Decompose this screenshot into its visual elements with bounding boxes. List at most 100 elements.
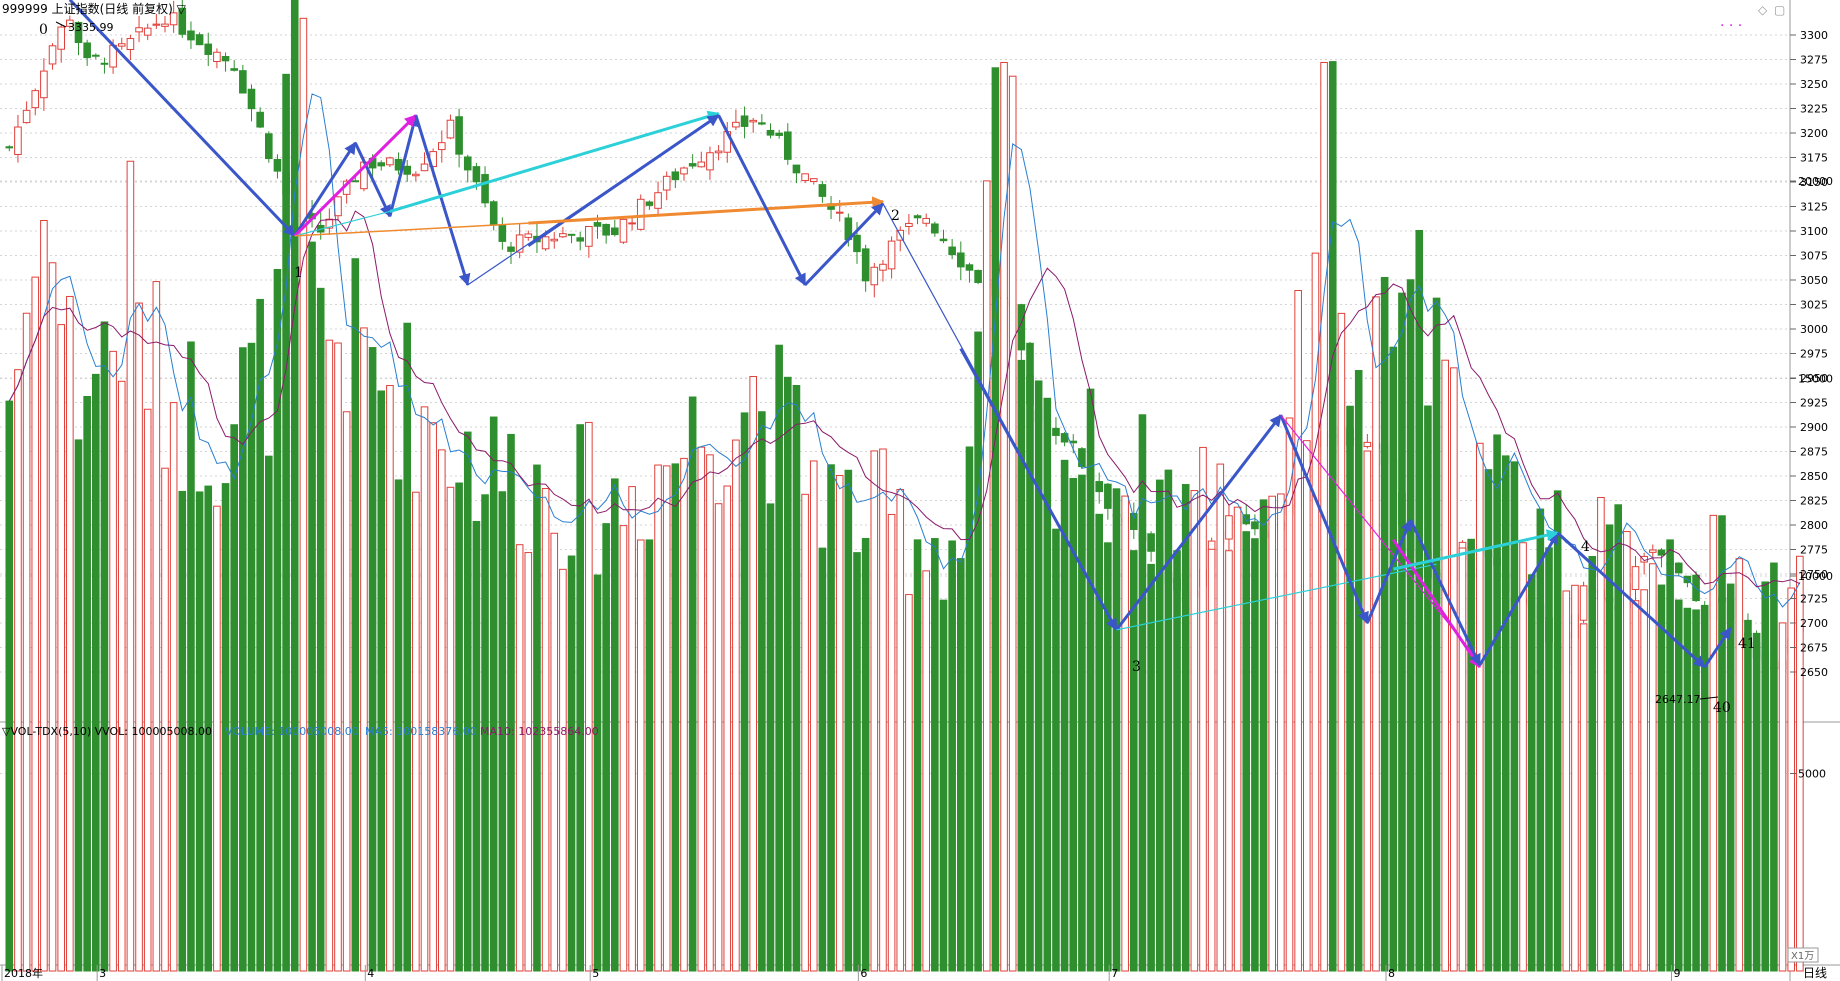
volume-bar	[662, 465, 671, 972]
volume-bar	[939, 599, 948, 972]
candle-body	[221, 55, 230, 62]
price-tick-label: 3175	[1800, 152, 1828, 165]
volume-bar	[135, 302, 143, 972]
candle-body	[879, 263, 887, 271]
restore-icon[interactable]: ▢	[1774, 3, 1785, 17]
candle-body	[766, 129, 775, 136]
volume-bar	[628, 486, 636, 972]
candle-body	[100, 62, 109, 65]
vol-header-ma10: MA10: 102355864.00	[480, 725, 599, 738]
candle-body	[809, 178, 818, 182]
candle-body	[1052, 427, 1060, 436]
trend-arrow-magenta	[1280, 414, 1481, 663]
volume-bar	[948, 540, 956, 972]
volume-bar	[784, 376, 792, 972]
candle-body	[22, 109, 31, 124]
volume-bar	[1181, 484, 1190, 972]
volume-bar	[92, 373, 100, 972]
volume-bar	[1328, 61, 1337, 972]
volume-bar	[308, 241, 316, 972]
high-value-label: 3335.99	[68, 21, 114, 34]
volume-bar	[342, 411, 351, 972]
candle-body	[740, 115, 749, 127]
volume-bar	[758, 411, 766, 972]
volume-bar	[178, 490, 187, 972]
volume-bar	[645, 539, 654, 972]
month-label: 5	[592, 967, 599, 980]
price-tick-label: 2700	[1800, 617, 1828, 630]
volume-bar	[463, 431, 472, 972]
candle-body	[1649, 549, 1657, 553]
candle-body	[351, 180, 360, 183]
more-icon[interactable]: · · ·	[1720, 18, 1742, 34]
trend-arrow-blue	[804, 202, 885, 286]
candle-body	[31, 90, 40, 109]
volume-bar	[1631, 600, 1640, 972]
volume-bar	[1761, 581, 1770, 972]
volume-bar	[1649, 563, 1657, 972]
volume-bar	[1017, 359, 1026, 972]
volume-bar	[887, 513, 896, 972]
volume-bar	[844, 469, 853, 972]
price-tick-label: 2950	[1800, 372, 1828, 385]
vol-header-label: ▽VOL-TDX(5,10) VVOL: 100005008.00	[2, 725, 212, 738]
candle-body	[334, 196, 342, 217]
volume-bar	[1337, 312, 1346, 972]
volume-bar	[1043, 397, 1052, 972]
candle-body	[541, 236, 550, 250]
candle-body	[801, 173, 809, 182]
candle-body	[403, 165, 411, 175]
candle-body	[965, 264, 974, 271]
candle-body	[1104, 483, 1112, 509]
trend-arrow-blue	[1409, 519, 1482, 667]
volume-bar	[801, 493, 809, 972]
volume-bar	[195, 491, 204, 972]
volume-bar	[1216, 463, 1225, 972]
volume-bar	[1415, 229, 1424, 972]
volume-bar	[1614, 504, 1623, 972]
volume-bar	[766, 503, 775, 972]
volume-bar	[913, 539, 922, 972]
candle-body	[593, 222, 602, 227]
swing-label-41: 41	[1738, 636, 1756, 652]
volume-bar	[1069, 477, 1078, 972]
close-icon[interactable]: ◇	[1758, 3, 1768, 17]
volume-bar	[377, 390, 386, 972]
candle-body	[1078, 448, 1086, 468]
trend-arrow-blue	[414, 114, 471, 287]
trend-arrow-blue	[1478, 531, 1559, 666]
volume-bar	[403, 322, 411, 972]
volume-bar	[576, 424, 585, 972]
volume-bar	[1086, 388, 1095, 972]
volume-bar	[697, 446, 706, 972]
volume-bar	[1147, 563, 1155, 972]
candle-body	[48, 45, 57, 65]
candle-body	[386, 157, 394, 166]
volume-bar	[1623, 531, 1631, 972]
volume-bar	[1380, 276, 1389, 972]
volume-bar	[723, 485, 732, 972]
candle-body	[585, 225, 593, 247]
candle-body	[567, 233, 576, 236]
volume-bar	[204, 485, 213, 972]
period-button[interactable]: 日线	[1803, 966, 1827, 980]
volume-bar	[1700, 609, 1709, 972]
volume-bar	[498, 491, 507, 972]
volume-bar	[1519, 542, 1527, 972]
volume-bar	[1060, 459, 1069, 972]
low-pointer	[1699, 696, 1719, 700]
swing-label-0: 0	[39, 22, 48, 38]
candle-body	[931, 223, 939, 234]
volume-bar	[213, 505, 221, 972]
candle-body	[178, 7, 187, 35]
price-tick-label: 3225	[1800, 103, 1828, 116]
volume-bar	[1545, 547, 1553, 972]
volume-bar	[792, 384, 801, 972]
trend-arrow-blue	[1703, 626, 1732, 668]
volume-bar	[654, 464, 662, 972]
candle-body	[662, 175, 671, 191]
volume-bar	[1458, 547, 1467, 972]
candle-body	[412, 173, 420, 177]
volume-bar	[1605, 524, 1614, 972]
